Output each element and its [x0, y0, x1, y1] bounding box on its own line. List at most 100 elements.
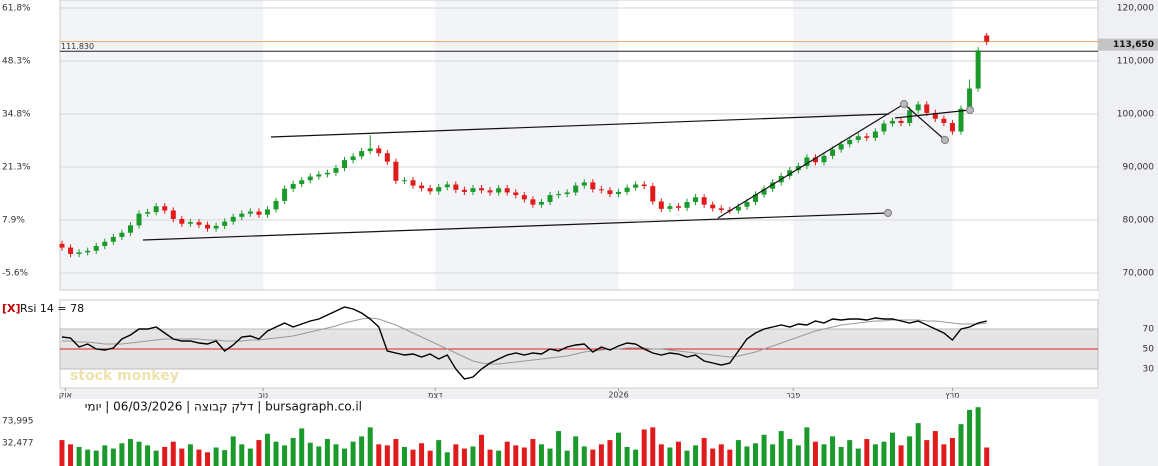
candle-body	[718, 208, 724, 210]
volume-bar	[735, 440, 741, 466]
volume-bar	[247, 448, 253, 466]
candle-body	[119, 232, 125, 237]
candle-body	[179, 218, 185, 224]
volume-bar	[102, 445, 108, 466]
volume-bar	[127, 439, 133, 466]
volume-bar	[650, 427, 656, 466]
candle-body	[127, 225, 133, 233]
volume-bar	[316, 446, 322, 466]
candle-body	[162, 206, 168, 211]
fib-label: -5.6%	[2, 269, 29, 279]
candle-body	[384, 153, 390, 162]
volume-bar	[975, 407, 981, 466]
volume-bar	[264, 433, 270, 466]
volume-bar	[590, 449, 596, 466]
candle-body	[624, 187, 630, 192]
volume-bar	[419, 443, 425, 466]
volume-bar	[949, 437, 955, 466]
candle-body	[290, 183, 296, 189]
candle-body	[376, 148, 382, 154]
volume-bar	[684, 450, 690, 466]
fib-label: 21.3%	[2, 163, 31, 173]
volume-bar	[68, 444, 74, 466]
volume-bar	[821, 444, 827, 466]
candle-body	[239, 213, 245, 217]
month-band	[435, 0, 619, 290]
candle-body	[530, 199, 536, 205]
candle-body	[427, 188, 433, 192]
candle-body	[136, 213, 142, 226]
volume-bar	[753, 443, 759, 466]
candle-body	[196, 222, 202, 225]
date-strip	[60, 388, 1098, 399]
candle-body	[795, 165, 801, 171]
volume-bar	[230, 436, 236, 466]
volume-bar	[213, 447, 219, 466]
candle-body	[633, 184, 639, 188]
volume-bar	[324, 439, 330, 466]
volume-bar	[119, 443, 125, 466]
volume-bar	[701, 437, 707, 466]
fib-label: 7.9%	[2, 215, 25, 225]
trendlines	[142, 99, 975, 241]
volume-bar	[461, 448, 467, 466]
y-tick-label: 80,000	[1123, 216, 1155, 226]
y-tick-label: 30	[1143, 365, 1155, 375]
candle-body	[847, 139, 853, 145]
y-tick-label: 120,000	[1117, 3, 1154, 13]
volume-bar	[410, 449, 416, 466]
candle-body	[607, 190, 613, 195]
volume-bar	[761, 434, 767, 466]
volume-bar	[170, 441, 176, 466]
candle-body	[496, 188, 502, 193]
candle-body	[205, 224, 211, 229]
candle-body	[264, 209, 270, 215]
volume-bar	[778, 431, 784, 466]
volume-bar	[196, 449, 202, 466]
candle-body	[812, 157, 818, 163]
volume-bar	[307, 442, 313, 466]
candle-body	[350, 156, 356, 161]
candle-body	[419, 185, 425, 189]
candle-body	[744, 201, 750, 207]
candle-body	[316, 174, 322, 177]
volume-bar	[641, 429, 647, 466]
candle-body	[753, 194, 759, 202]
volume-bar	[496, 450, 502, 466]
candle-body	[213, 225, 219, 229]
candle-body	[770, 182, 776, 189]
volume-bar	[187, 444, 193, 466]
volume-bar	[941, 444, 947, 466]
candle-body	[581, 182, 587, 186]
candle-body	[110, 236, 116, 242]
candle-body	[701, 197, 707, 205]
volume-bar	[290, 437, 296, 466]
volume-bar	[718, 444, 724, 466]
candle-body	[145, 212, 151, 214]
volume-bar	[573, 436, 579, 466]
volume-bar	[85, 449, 91, 466]
volume-bar	[624, 446, 630, 466]
volume-bar	[205, 452, 211, 466]
candle-body	[855, 136, 861, 140]
close-button[interactable]: [X]	[2, 302, 21, 315]
rsi-title: Rsi 14 = 78	[20, 302, 84, 315]
volume-bar	[256, 440, 262, 466]
month-band	[60, 0, 264, 290]
volume-bar	[556, 431, 562, 466]
candle-body	[273, 200, 279, 210]
volume-bar	[924, 440, 930, 466]
y-tick-label: 100,000	[1117, 109, 1154, 119]
volume-bar	[487, 449, 493, 466]
volume-bar	[479, 434, 485, 466]
volume-bar	[239, 444, 245, 466]
rsi-line	[61, 306, 987, 380]
candle-body	[76, 252, 82, 254]
candle-body	[538, 201, 544, 205]
candle-body	[93, 245, 99, 251]
volume-bar	[598, 444, 604, 466]
candle-body	[564, 192, 570, 195]
candle-body	[59, 243, 65, 248]
volume-bar	[616, 432, 622, 466]
volume-bar	[444, 452, 450, 466]
